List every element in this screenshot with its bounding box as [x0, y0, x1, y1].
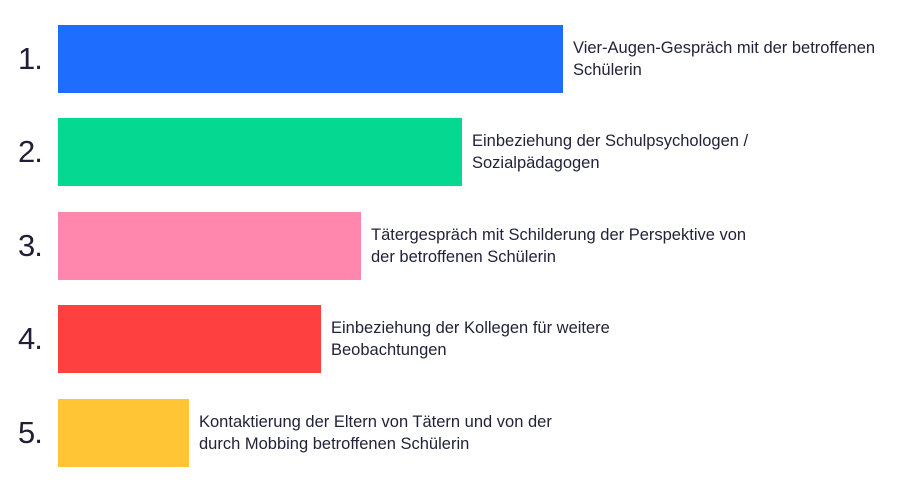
bar-3 — [58, 212, 361, 280]
bar-label-5: Kontaktierung der Eltern von Tätern und … — [199, 413, 552, 453]
rank-number-3: 3. — [18, 228, 43, 263]
bar-label-4: Einbeziehung der Kollegen für weitere Be… — [331, 319, 610, 359]
bar-label-1: Vier-Augen-Gespräch mit der betroffenen … — [573, 39, 876, 79]
bar-2 — [58, 118, 462, 186]
rank-number-1: 1. — [18, 41, 43, 76]
bar-5 — [58, 399, 189, 467]
bar-4 — [58, 305, 321, 373]
rank-number-5: 5. — [18, 415, 43, 450]
bar-label-2: Einbeziehung der Schulpsychologen / Sozi… — [472, 132, 749, 172]
bar-1 — [58, 25, 563, 93]
bar-label-3: Tätergespräch mit Schilderung der Perspe… — [371, 226, 747, 266]
rank-number-2: 2. — [18, 134, 43, 169]
rank-number-4: 4. — [18, 321, 43, 356]
